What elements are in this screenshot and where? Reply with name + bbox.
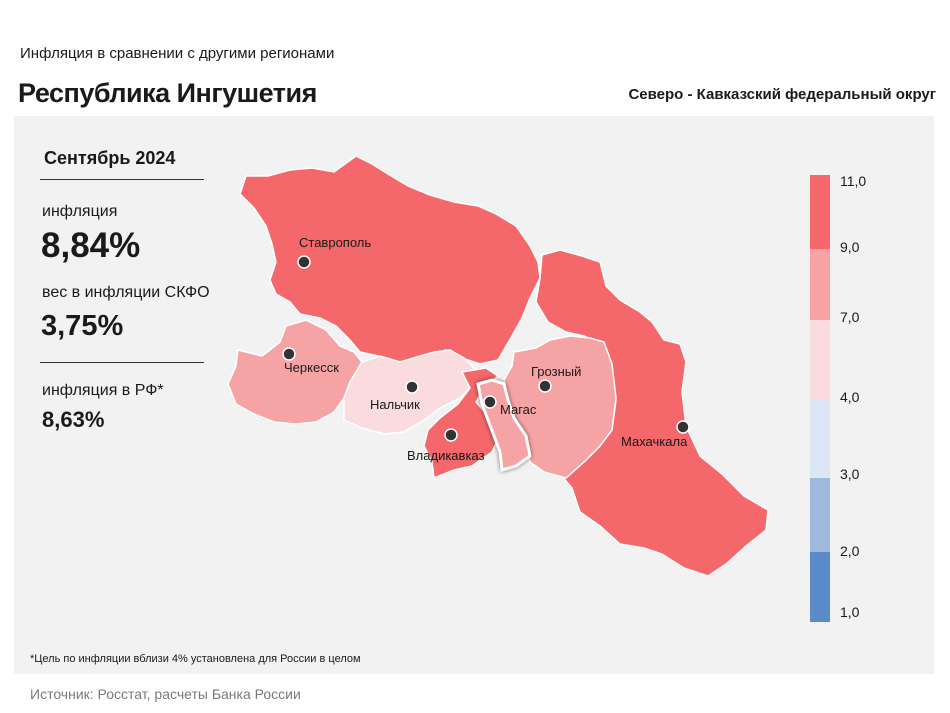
legend-tick: 1,0	[840, 604, 860, 620]
region-karachay-cherkessia[interactable]	[227, 319, 363, 425]
legend-tick: 3,0	[840, 466, 860, 482]
city-label-cherkessk: Черкесск	[284, 360, 339, 375]
city-label-stavropol: Ставрополь	[299, 235, 371, 250]
footnote: *Цель по инфляции вблизи 4% установлена …	[30, 653, 361, 665]
legend-tick: 7,0	[840, 309, 860, 325]
legend-tick: 2,0	[840, 543, 860, 559]
period-label: Сентябрь 2024	[44, 148, 176, 168]
city-dot-vladikavkaz	[444, 428, 458, 442]
legend-tick: 11,0	[840, 173, 867, 189]
rf-inflation-value: 8,63%	[42, 407, 105, 432]
weight-label: вес в инфляции СКФО	[42, 284, 210, 301]
inflation-value: 8,84%	[41, 226, 141, 265]
divider-top	[40, 179, 204, 180]
city-dot-stavropol	[297, 255, 311, 269]
legend-tick: 9,0	[840, 239, 860, 255]
divider-bottom	[40, 362, 204, 363]
legend-band-2	[810, 249, 830, 320]
page-title: Республика Ингушетия	[18, 78, 317, 108]
city-label-makhachkala: Махачкала	[621, 434, 688, 449]
city-dot-magas	[483, 395, 497, 409]
city-dot-nalchik	[405, 380, 419, 394]
city-label-vladikavkaz: Владикавказ	[407, 448, 485, 463]
city-label-magas: Магас	[500, 402, 537, 417]
page-subtitle: Инфляция в сравнении с другими регионами	[20, 45, 335, 62]
legend-band-6	[810, 552, 830, 622]
source-note: Источник: Росстат, расчеты Банка России	[30, 686, 301, 702]
city-label-grozny: Грозный	[531, 364, 581, 379]
legend-band-4	[810, 400, 830, 478]
weight-value: 3,75%	[41, 310, 124, 342]
legend-band-1	[810, 175, 830, 249]
district-label: Северо - Кавказский федеральный округ	[628, 86, 936, 103]
city-dot-grozny	[538, 379, 552, 393]
legend-band-3	[810, 320, 830, 400]
rf-inflation-label: инфляция в РФ*	[42, 382, 164, 399]
city-dot-makhachkala	[676, 420, 690, 434]
region-stavropol[interactable]	[239, 155, 541, 365]
legend-tick: 4,0	[840, 389, 860, 405]
city-dot-cherkessk	[282, 347, 296, 361]
legend-band-5	[810, 478, 830, 552]
inflation-label: инфляция	[42, 203, 118, 220]
city-label-nalchik: Нальчик	[370, 397, 420, 412]
